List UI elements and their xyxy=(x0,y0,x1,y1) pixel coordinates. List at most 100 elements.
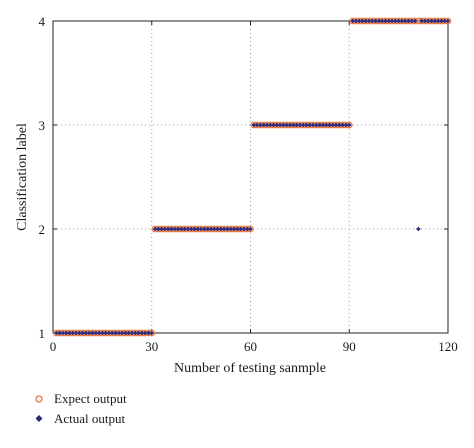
data-point-actual-output xyxy=(165,226,171,232)
data-point-actual-output xyxy=(340,122,345,128)
data-point-actual-output xyxy=(425,18,431,24)
data-point-actual-output xyxy=(235,226,240,232)
data-point-actual-output xyxy=(409,18,415,24)
data-point-actual-output xyxy=(83,330,89,336)
data-point-actual-output xyxy=(304,122,309,128)
data-point-actual-output xyxy=(353,18,359,24)
data-point-actual-output xyxy=(96,330,102,336)
legend-marker-expect-output xyxy=(35,395,43,403)
data-point-actual-output xyxy=(442,18,448,24)
data-point-actual-output xyxy=(205,226,211,232)
data-point-actual-output xyxy=(254,122,260,128)
data-point-actual-output xyxy=(60,330,66,336)
data-point-actual-output xyxy=(185,226,191,232)
data-point-actual-output xyxy=(146,330,151,336)
data-point-actual-output xyxy=(119,330,125,336)
y-tick-label: 2 xyxy=(39,222,46,237)
data-point-actual-output xyxy=(244,226,250,232)
data-point-actual-output xyxy=(57,330,62,336)
data-point-actual-output xyxy=(198,226,204,232)
data-point-actual-output xyxy=(152,226,158,232)
data-point-actual-output xyxy=(258,122,263,128)
data-point-actual-output xyxy=(333,122,339,128)
series-expect-output xyxy=(52,17,452,337)
data-point-actual-output xyxy=(287,122,293,128)
data-point-actual-output xyxy=(162,226,168,232)
data-point-actual-output xyxy=(402,18,408,24)
data-point-actual-output xyxy=(142,330,148,336)
legend-marker-actual-output xyxy=(35,415,43,422)
legend-label-expect-output: Expect output xyxy=(54,391,127,406)
data-series xyxy=(52,17,452,337)
data-point-actual-output xyxy=(188,226,194,232)
data-point-actual-output xyxy=(113,330,118,336)
data-point-actual-output xyxy=(103,330,108,336)
y-axis-title: Classification label xyxy=(15,123,30,231)
data-point-actual-output xyxy=(343,122,349,128)
data-point-actual-output xyxy=(396,18,401,24)
data-point-actual-output xyxy=(251,122,257,128)
data-point-actual-output xyxy=(192,226,197,232)
data-point-actual-output xyxy=(320,122,326,128)
data-point-actual-output xyxy=(327,122,332,128)
data-point-actual-output xyxy=(86,330,92,336)
data-point-actual-output xyxy=(215,226,220,232)
data-point-actual-output xyxy=(271,122,276,128)
data-point-actual-output xyxy=(406,18,411,24)
data-point-actual-output xyxy=(225,226,230,232)
data-point-actual-output xyxy=(379,18,385,24)
x-axis-title: Number of testing sanmple xyxy=(174,361,326,376)
data-point-actual-output xyxy=(139,330,145,336)
y-tick-label: 4 xyxy=(39,14,46,29)
data-point-actual-output xyxy=(393,18,398,24)
data-point-actual-output xyxy=(169,226,174,232)
data-point-actual-output xyxy=(274,122,280,128)
data-point-actual-output xyxy=(228,226,234,232)
data-point-actual-output xyxy=(77,330,82,336)
data-point-actual-output xyxy=(100,330,105,336)
data-point-actual-output xyxy=(307,122,313,128)
data-point-actual-output xyxy=(179,226,184,232)
data-point-actual-output xyxy=(435,18,441,24)
data-point-actual-output xyxy=(360,18,365,24)
data-point-actual-output xyxy=(172,226,178,232)
data-point-actual-output xyxy=(383,18,388,24)
data-point-actual-output xyxy=(106,330,112,336)
data-point-actual-output xyxy=(93,330,99,336)
data-point-actual-output xyxy=(310,122,316,128)
data-point-actual-output xyxy=(323,122,329,128)
data-point-actual-output xyxy=(416,226,421,232)
x-tick-label: 60 xyxy=(244,339,257,354)
axis-ticks: 0 30 60 90 120 1 2 3 4 xyxy=(39,14,458,354)
data-point-actual-output xyxy=(202,226,207,232)
legend-label-actual-output: Actual output xyxy=(54,411,126,426)
data-point-actual-output xyxy=(281,122,286,128)
data-point-actual-output xyxy=(386,18,392,24)
data-point-actual-output xyxy=(314,122,319,128)
data-point-actual-output xyxy=(221,226,227,232)
legend: Expect output Actual output xyxy=(35,391,127,426)
data-point-actual-output xyxy=(132,330,138,336)
data-point-actual-output xyxy=(156,226,161,232)
data-point-actual-output xyxy=(366,18,372,24)
data-point-actual-output xyxy=(159,226,164,232)
data-point-actual-output xyxy=(399,18,405,24)
data-point-actual-output xyxy=(389,18,395,24)
series-actual-output xyxy=(53,18,451,336)
data-point-actual-output xyxy=(432,18,438,24)
data-point-actual-output xyxy=(149,330,155,336)
data-point-actual-output xyxy=(412,18,418,24)
data-point-actual-output xyxy=(248,226,253,232)
data-point-actual-output xyxy=(136,330,141,336)
data-point-actual-output xyxy=(116,330,122,336)
data-point-actual-output xyxy=(267,122,273,128)
data-point-actual-output xyxy=(90,330,95,336)
data-point-actual-output xyxy=(231,226,237,232)
data-point-actual-output xyxy=(294,122,299,128)
data-point-actual-output xyxy=(290,122,296,128)
data-point-actual-output xyxy=(67,330,72,336)
data-point-actual-output xyxy=(429,18,434,24)
data-point-actual-output xyxy=(53,330,59,336)
data-point-actual-output xyxy=(439,18,444,24)
